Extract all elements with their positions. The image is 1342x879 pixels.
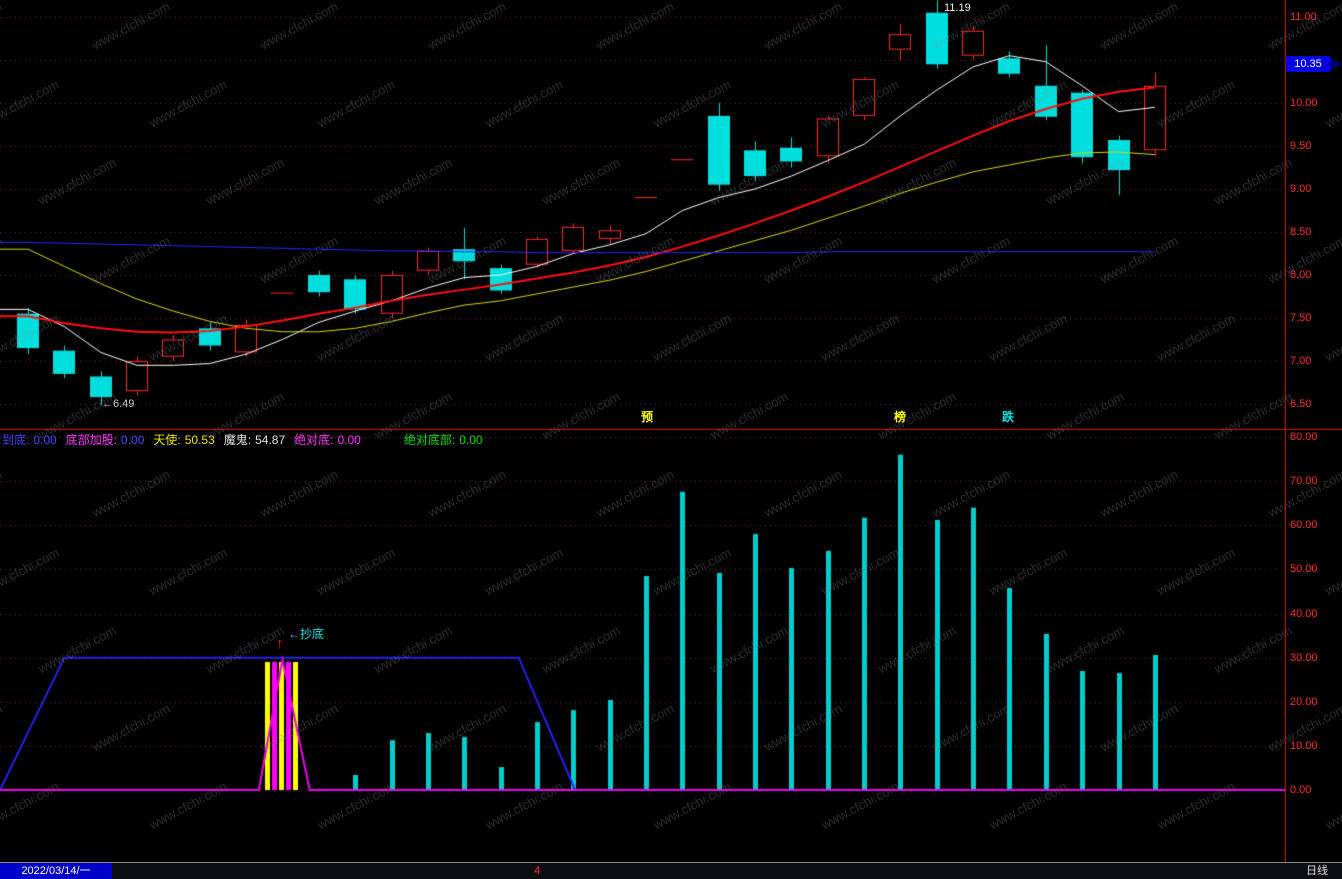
indicator-field-label: 魔鬼: (223, 433, 252, 447)
watermark-text: www.cfchi.com (1322, 310, 1342, 365)
indicator-field-label: 绝对底部: (403, 433, 456, 447)
indicator-field: 底部加股: 0.00 (66, 431, 145, 448)
indicator-field: 绝对底部: 0.00 (404, 431, 483, 448)
chart-marker: 跌 (1002, 410, 1015, 424)
indicator-field: 绝对底: 0.00 (294, 431, 361, 448)
indicator-axis-label: 80.00 (1290, 431, 1318, 443)
indicator-chart-canvas[interactable] (0, 430, 1285, 862)
low-annotation: ←6.49 (102, 398, 135, 410)
indicator-axis-label: 70.00 (1290, 475, 1318, 488)
indicator-field-label: 底部加股: (65, 433, 118, 447)
indicator-field-value: 0.00 (337, 433, 361, 447)
price-axis-label: 7.50 (1290, 312, 1312, 324)
indicator-field-value: 54.87 (255, 433, 286, 447)
price-axis-label: 8.50 (1290, 226, 1312, 238)
last-price-badge: 10.35 (1286, 56, 1341, 72)
price-axis-label: 9.50 (1290, 140, 1312, 152)
indicator-axis-label: 10.00 (1290, 739, 1318, 752)
status-date[interactable]: 2022/03/14/一 (0, 863, 112, 879)
price-axis-label: 6.50 (1290, 398, 1312, 410)
indicator-axis-label: 0.00 (1290, 784, 1312, 796)
indicator-field-label: 到底: (2, 433, 30, 447)
month-tick-label: 4 (534, 865, 541, 877)
indicator-field-value: 50.53 (184, 433, 215, 447)
indicator-axis-label: 40.00 (1290, 607, 1318, 620)
indicator-field-label: 绝对底: (294, 433, 334, 447)
last-price-value: 10.35 (1294, 58, 1322, 70)
high-annotation: 11.19 (944, 2, 971, 14)
indicator-field-value: 0.00 (459, 433, 483, 447)
indicator-field-value: 0.00 (121, 433, 145, 447)
price-axis-label: 9.00 (1290, 183, 1312, 195)
main-chart-canvas[interactable] (0, 0, 1285, 430)
indicator-field-value: 0.00 (33, 433, 57, 447)
status-bar: 2022/03/14/一 4 日线 (0, 862, 1342, 879)
buy-signal-arrow-icon: ↑ (276, 635, 284, 652)
watermark-text: www.cfchi.com (1322, 778, 1342, 833)
panel-separator-line (0, 429, 1342, 430)
price-axis-label: 7.00 (1290, 355, 1312, 367)
indicator-axis-label: 60.00 (1290, 519, 1318, 532)
watermark-text: www.cfchi.com (1322, 76, 1342, 131)
indicator-axis-label: 50.00 (1290, 563, 1318, 576)
chart-marker: 榜 (894, 410, 907, 424)
watermark-text: www.cfchi.com (1322, 544, 1342, 599)
price-axis-label: 11.00 (1290, 11, 1317, 23)
buy-signal-label: ←抄底 (288, 627, 325, 641)
indicator-axis-label: 30.00 (1290, 651, 1318, 664)
price-axis-label: 8.00 (1290, 269, 1312, 281)
indicator-field: 到底: 0.00 (2, 431, 57, 448)
axis-divider-line (1285, 0, 1286, 862)
indicator-field-label: 天使: (153, 433, 181, 447)
period-label[interactable]: 日线 (1306, 865, 1328, 877)
price-axis-label: 10.00 (1290, 97, 1318, 109)
indicator-header: 到底: 0.00 底部加股: 0.00 天使: 50.53 魔鬼: 54.87 绝对底: 0.00… (2, 431, 492, 448)
indicator-field: 天使: 50.53 (153, 431, 214, 448)
indicator-field: 魔鬼: 54.87 (224, 431, 285, 448)
indicator-axis-label: 20.00 (1290, 695, 1318, 708)
chart-marker: 预 (641, 410, 654, 424)
